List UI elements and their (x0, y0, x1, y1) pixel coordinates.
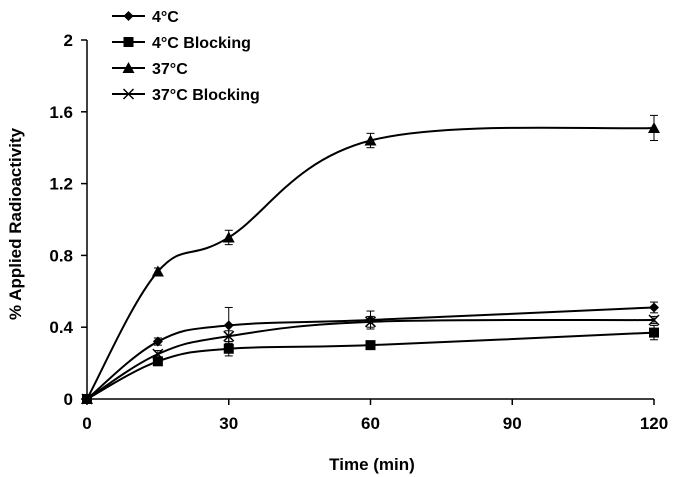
y-axis-title: % Applied Radioactivity (6, 127, 25, 320)
legend-entry: 37°C (112, 61, 188, 78)
data-point-triangle (364, 134, 377, 146)
x-tick-label: 90 (503, 414, 522, 433)
y-tick-label: 2 (64, 31, 73, 50)
data-point-triangle (648, 121, 660, 133)
x-tick-label: 0 (82, 414, 91, 433)
x-axis-title: Time (min) (329, 455, 415, 474)
y-tick-label: 0 (64, 390, 73, 409)
legend-label: 4°C Blocking (152, 35, 251, 52)
data-point-square (123, 37, 134, 47)
data-point-x (364, 316, 377, 328)
y-tick-label: 0.8 (49, 246, 73, 265)
data-point-square (365, 340, 376, 351)
plot-area: 0 0.4 0.8 1.2 1.6 2 0 30 60 90 120 (49, 31, 668, 433)
x-tick-label: 60 (361, 414, 380, 433)
legend-entry: 37°C Blocking (112, 87, 260, 104)
data-point-x (152, 348, 164, 360)
data-point-square (152, 356, 163, 367)
legend: 4°C 4°C Blocking 37°C 37°C Blocking (112, 9, 260, 104)
legend-label: 37°C Blocking (152, 87, 260, 104)
data-point-diamond (649, 302, 659, 313)
legend-entry: 4°C Blocking (112, 35, 251, 52)
data-point-triangle (222, 231, 235, 243)
series-line (86, 126, 655, 400)
y-tick-label: 0.4 (49, 318, 73, 337)
legend-label: 4°C (152, 9, 179, 26)
legend-label: 37°C (152, 61, 188, 78)
data-point-triangle (151, 265, 164, 277)
data-point-square (223, 343, 234, 354)
y-tick-label: 1.2 (49, 175, 73, 194)
x-tick-label: 120 (640, 414, 668, 433)
data-point-triangle (122, 62, 135, 73)
data-point-x (648, 314, 660, 326)
legend-entry: 4°C (112, 9, 179, 26)
data-point-x (223, 330, 235, 342)
data-point-diamond (152, 336, 163, 347)
data-point-x (81, 393, 93, 405)
data-point-diamond (223, 320, 234, 331)
series-line (86, 318, 655, 400)
series-line (86, 331, 655, 400)
x-tick-label: 30 (219, 414, 238, 433)
data-point-diamond (123, 11, 134, 21)
data-point-x (122, 88, 135, 100)
series-line (86, 306, 655, 400)
data-point-square (649, 327, 659, 338)
y-tick-label: 1.6 (49, 103, 73, 122)
